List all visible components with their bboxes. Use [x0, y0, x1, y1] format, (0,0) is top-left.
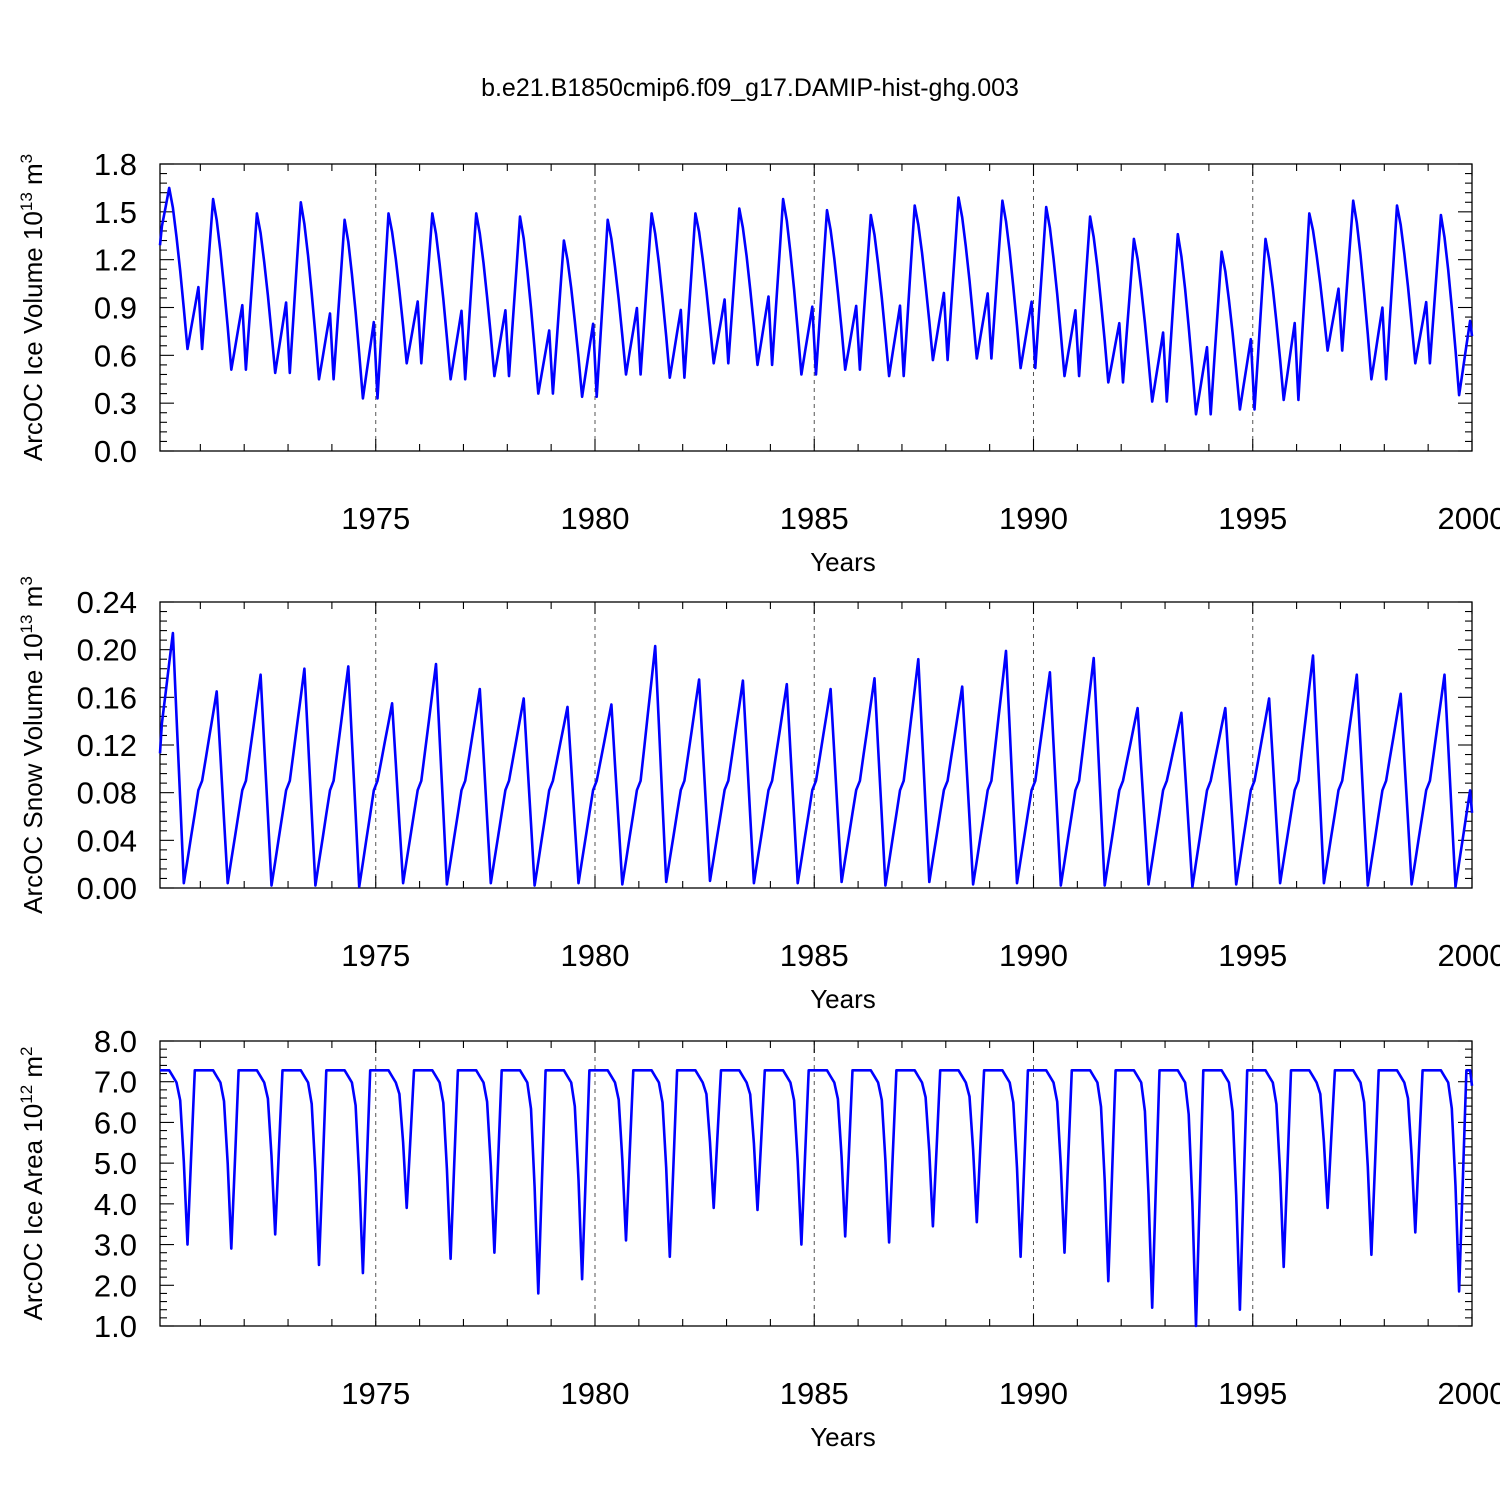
y-tick-label: 1.0	[94, 1309, 137, 1344]
y-tick-label: 1.5	[94, 195, 137, 230]
y-tick-label: 0.24	[77, 585, 137, 620]
y-tick-label: 6.0	[94, 1105, 137, 1140]
panel-snow-volume: 0.00 0.04 0.08 0.12 0.16 0.20 0.24 1975 1980 1985…	[17, 576, 1500, 1014]
x-tick-label: 1985	[780, 1376, 849, 1411]
y-tick-label: 7.0	[94, 1065, 137, 1100]
y-tick-label: 0.16	[77, 680, 137, 715]
x-tick-label: 1980	[561, 938, 630, 973]
x-axis-label: Years	[810, 984, 876, 1014]
x-tick-label: 1990	[999, 501, 1068, 536]
x-tick-label: 1995	[1218, 938, 1287, 973]
x-tick-label: 1995	[1218, 1376, 1287, 1411]
chart-panels: 0.0 0.3 0.6 0.9 1.2 1.5 1.8 1975 1980 1985 1990 199…	[17, 147, 1500, 1452]
plot-frame	[159, 1040, 1473, 1327]
y-axis-label: ArcOC Ice Area 1012 m2	[17, 1046, 48, 1320]
x-tick-label: 1975	[341, 1376, 410, 1411]
x-tick-label: 2000	[1438, 1376, 1500, 1411]
x-tick-label: 1975	[341, 938, 410, 973]
y-tick-label: 4.0	[94, 1187, 137, 1222]
y-tick-label: 1.8	[94, 147, 137, 182]
y-tick-label: 0.0	[94, 434, 137, 469]
x-axis-label: Years	[810, 547, 876, 577]
x-tick-label: 1985	[780, 501, 849, 536]
x-tick-label: 1990	[999, 1376, 1068, 1411]
y-tick-label: 0.08	[77, 776, 137, 811]
x-tick-label: 1980	[561, 1376, 630, 1411]
x-tick-label: 1990	[999, 938, 1068, 973]
y-axis-label: ArcOC Ice Volume 1013 m3	[17, 154, 48, 461]
y-tick-label: 3.0	[94, 1228, 137, 1263]
y-tick-label: 0.9	[94, 291, 137, 326]
x-tick-label: 1975	[341, 501, 410, 536]
x-axis-label: Years	[810, 1422, 876, 1452]
y-tick-label: 1.2	[94, 243, 137, 278]
y-tick-label: 0.20	[77, 633, 137, 668]
y-tick-label: 0.12	[77, 728, 137, 763]
y-tick-label: 0.3	[94, 386, 137, 421]
x-tick-label: 1995	[1218, 501, 1287, 536]
y-tick-label: 0.6	[94, 338, 137, 373]
y-tick-label: 8.0	[94, 1024, 137, 1059]
y-tick-label: 5.0	[94, 1146, 137, 1181]
panel-ice-area: 1.0 2.0 3.0 4.0 5.0 6.0 7.0 8.0 1975 1980 1985 1990…	[17, 1024, 1500, 1452]
x-tick-label: 2000	[1438, 501, 1500, 536]
y-tick-label: 0.00	[77, 871, 137, 906]
data-line-snow-volume	[158, 631, 1474, 889]
data-line-ice-area	[160, 1069, 1474, 1328]
x-tick-label: 1985	[780, 938, 849, 973]
y-tick-label: 2.0	[94, 1268, 137, 1303]
x-tick-label: 1980	[561, 501, 630, 536]
panel-ice-volume: 0.0 0.3 0.6 0.9 1.2 1.5 1.8 1975 1980 1985 1990 199…	[17, 147, 1500, 577]
y-axis-label: ArcOC Snow Volume 1013 m3	[17, 576, 48, 914]
x-tick-label: 2000	[1438, 938, 1500, 973]
chart-title: b.e21.B1850cmip6.f09_g17.DAMIP-hist-ghg.…	[481, 74, 1019, 102]
data-line-ice-volume	[158, 186, 1474, 416]
y-tick-label: 0.04	[77, 823, 137, 858]
